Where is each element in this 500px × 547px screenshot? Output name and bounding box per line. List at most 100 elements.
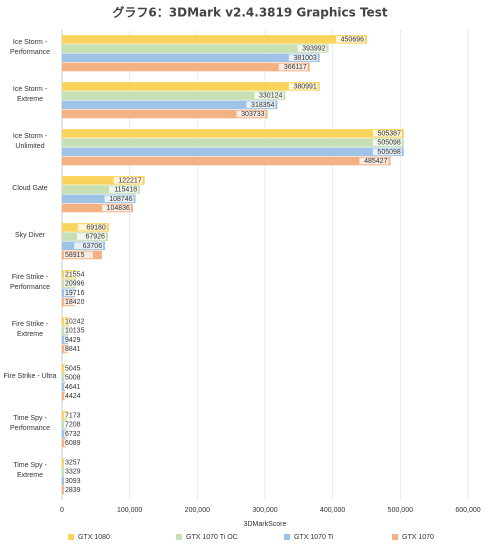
value-label: 4424 bbox=[65, 393, 81, 400]
y-tick-label: Fire Strike - Performance bbox=[9, 273, 51, 291]
value-label: 380991 bbox=[293, 84, 316, 91]
value-label-bg bbox=[64, 459, 93, 466]
bar bbox=[62, 485, 64, 495]
value-label-bg bbox=[64, 345, 93, 353]
value-label-bg bbox=[297, 45, 327, 52]
legend-swatch bbox=[68, 534, 74, 540]
legend-swatch bbox=[284, 534, 290, 540]
y-tick-label: Fire Strike - Extreme bbox=[11, 320, 49, 338]
x-tick-label: 100,000 bbox=[117, 507, 142, 514]
value-label-bg bbox=[359, 157, 389, 165]
value-label: 21554 bbox=[65, 272, 85, 279]
value-label: 330124 bbox=[259, 93, 282, 100]
bar bbox=[62, 129, 404, 138]
legend-swatch bbox=[392, 534, 398, 540]
legend-label: GTX 1070 Ti bbox=[294, 534, 334, 541]
value-label-bg bbox=[64, 430, 93, 438]
value-label-bg bbox=[246, 101, 276, 109]
value-label: 6089 bbox=[65, 440, 81, 447]
value-label: 115418 bbox=[114, 187, 137, 194]
value-label: 505098 bbox=[377, 140, 400, 147]
bar bbox=[62, 364, 66, 373]
bar bbox=[62, 100, 278, 110]
value-label: 485427 bbox=[364, 158, 387, 165]
x-tick-label: 0 bbox=[60, 507, 64, 514]
value-label: 3257 bbox=[65, 460, 81, 467]
bar bbox=[62, 35, 367, 44]
value-label: 19716 bbox=[65, 290, 85, 297]
bar bbox=[62, 156, 391, 166]
value-label-bg bbox=[64, 374, 93, 381]
y-tick-label: Sky Diver bbox=[15, 231, 45, 239]
value-label: 9429 bbox=[65, 337, 81, 344]
value-label-bg bbox=[64, 439, 93, 447]
value-label-bg bbox=[64, 383, 93, 391]
bar bbox=[62, 203, 133, 213]
x-tick-label: 500,000 bbox=[388, 507, 413, 514]
legend-swatch bbox=[176, 534, 182, 540]
value-label-bg bbox=[64, 392, 93, 400]
y-tick-label: Fire Strike - Ultra bbox=[3, 372, 57, 380]
value-label: 3093 bbox=[65, 478, 81, 485]
value-label-bg bbox=[104, 195, 134, 203]
value-label-bg bbox=[372, 139, 402, 146]
value-label-bg bbox=[64, 421, 93, 428]
bar bbox=[62, 62, 310, 72]
value-label: 4641 bbox=[65, 384, 81, 391]
value-label: 20996 bbox=[65, 281, 85, 288]
value-label: 2839 bbox=[65, 487, 81, 494]
bar bbox=[62, 147, 404, 157]
bar bbox=[62, 373, 66, 382]
x-tick-label: 200,000 bbox=[185, 507, 210, 514]
bar bbox=[62, 467, 65, 476]
value-label-bg bbox=[64, 271, 93, 278]
value-label: 450696 bbox=[341, 37, 364, 44]
value-label-bg bbox=[74, 242, 104, 250]
x-axis-label: 3DMarkScore bbox=[244, 521, 287, 528]
value-label-bg bbox=[77, 224, 107, 231]
value-label: 10242 bbox=[65, 319, 85, 326]
value-label: 6732 bbox=[65, 431, 81, 438]
bar bbox=[62, 138, 404, 147]
y-tick-label: Time Spy - Extreme bbox=[13, 461, 47, 479]
y-tick-label: Cloud Gate bbox=[12, 184, 48, 192]
value-label: 8841 bbox=[65, 346, 81, 353]
y-tick-label: Ice Storm - Performance bbox=[9, 38, 51, 56]
bar bbox=[62, 476, 65, 486]
value-label-bg bbox=[288, 83, 318, 90]
value-label-bg bbox=[64, 318, 93, 325]
value-label: 104836 bbox=[107, 205, 130, 212]
legend-label: GTX 1070 bbox=[402, 534, 434, 541]
value-label-bg bbox=[113, 177, 143, 184]
value-label: 5008 bbox=[65, 375, 81, 382]
legend-label: GTX 1080 bbox=[78, 534, 110, 541]
value-label-bg bbox=[76, 233, 106, 240]
value-label-bg bbox=[372, 130, 402, 137]
value-label-bg bbox=[64, 289, 93, 297]
value-label: 63706 bbox=[83, 243, 103, 250]
value-label: 393992 bbox=[302, 46, 325, 53]
value-label-bg bbox=[64, 486, 93, 494]
value-label: 303733 bbox=[241, 111, 264, 118]
value-label: 505387 bbox=[378, 131, 401, 138]
bar bbox=[62, 194, 136, 204]
value-label-bg bbox=[64, 412, 93, 419]
value-label-bg bbox=[288, 54, 318, 62]
x-tick-label: 400,000 bbox=[320, 507, 345, 514]
chart-title: グラフ6：3DMark v2.4.3819 Graphics Test bbox=[112, 5, 387, 20]
y-tick-label: Time Spy - Performance bbox=[9, 414, 51, 432]
value-label: 18420 bbox=[65, 299, 85, 306]
x-tick-label: 300,000 bbox=[252, 507, 277, 514]
value-label-bg bbox=[64, 336, 93, 344]
value-label-bg bbox=[372, 148, 402, 156]
bar bbox=[62, 458, 65, 467]
value-label: 67926 bbox=[85, 234, 105, 241]
value-label: 10135 bbox=[65, 328, 85, 335]
value-label-bg bbox=[64, 280, 93, 287]
bar bbox=[62, 391, 65, 401]
bar bbox=[62, 185, 141, 194]
value-label-bg bbox=[64, 365, 93, 372]
value-label: 366117 bbox=[284, 64, 307, 71]
value-label-bg bbox=[101, 204, 131, 212]
